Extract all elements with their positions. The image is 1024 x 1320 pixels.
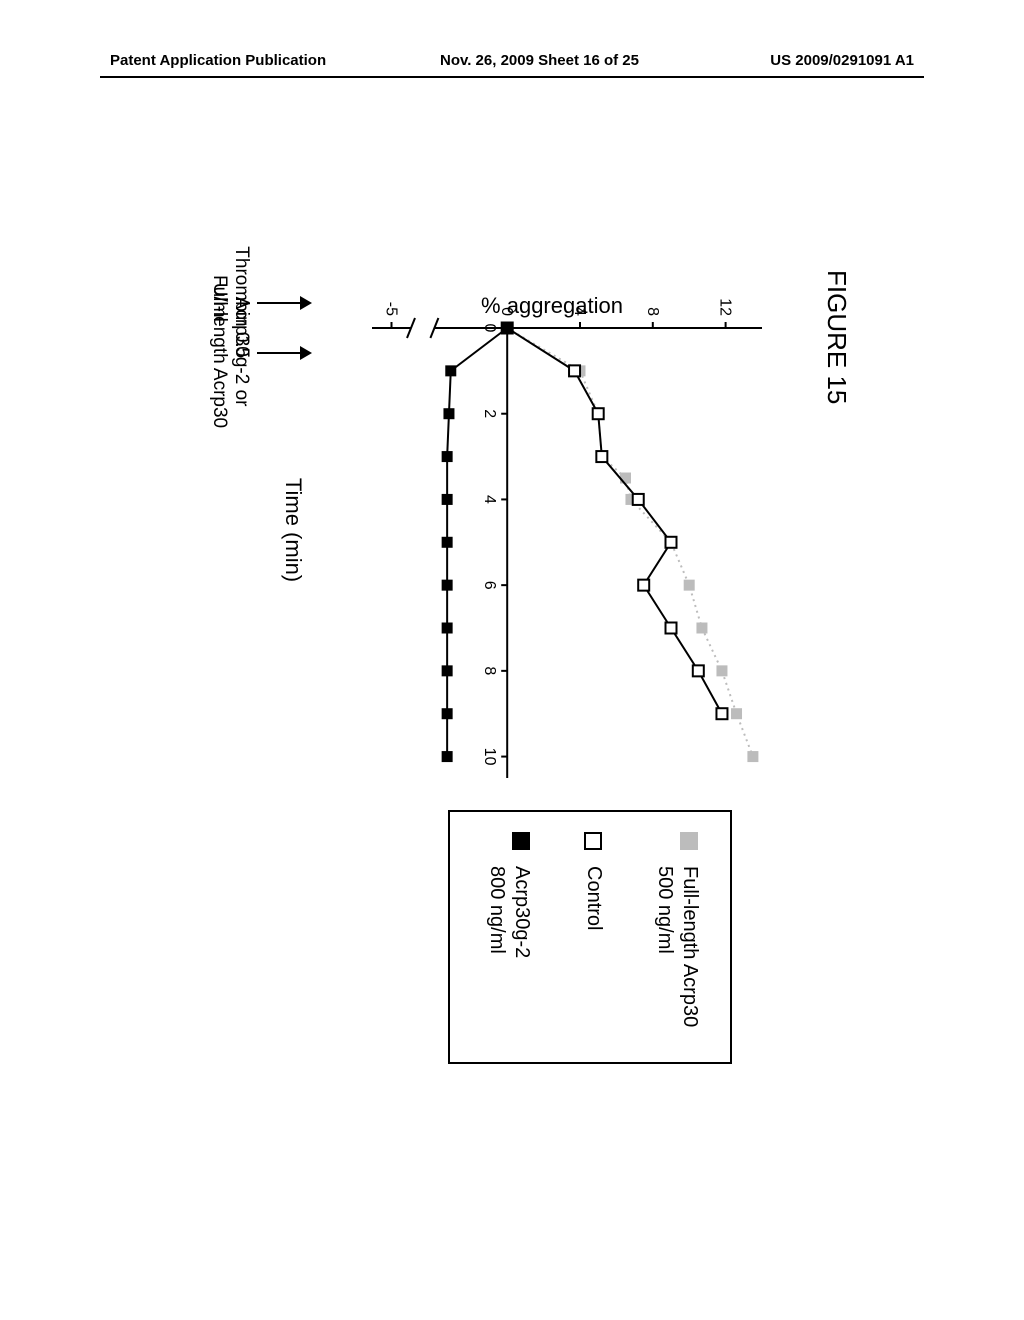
square-marker-icon <box>584 832 602 850</box>
chart-svg: -5048120246810 <box>332 270 772 790</box>
arrow-label: Acrp30g-2 orFull-length Acrp30 <box>208 275 252 428</box>
svg-text:4: 4 <box>481 495 498 504</box>
svg-text:10: 10 <box>481 748 498 766</box>
legend-item: Full-length Acrp30500 ng/ml <box>652 832 702 1027</box>
svg-text:8: 8 <box>481 666 498 675</box>
svg-text:8: 8 <box>644 307 661 316</box>
figure-title: FIGURE 15 <box>821 270 852 404</box>
svg-text:6: 6 <box>481 581 498 590</box>
arrow-icon <box>257 302 302 304</box>
svg-text:-5: -5 <box>383 302 400 316</box>
header-left: Patent Application Publication <box>110 52 326 69</box>
injection-arrows: Thrombin 0.5U/ml Acrp30g-2 orFull-length… <box>142 270 302 790</box>
square-marker-icon <box>512 832 530 850</box>
legend: Full-length Acrp30500 ng/ml Control Acrp… <box>448 810 732 1064</box>
line-chart: -5048120246810 % aggregation Time (min) <box>332 270 772 790</box>
svg-text:12: 12 <box>717 298 734 316</box>
legend-item: Control <box>581 832 606 930</box>
header-rule <box>100 76 924 78</box>
legend-label: Full-length Acrp30500 ng/ml <box>652 866 702 1027</box>
legend-label: Acrp30g-2800 ng/ml <box>484 866 534 958</box>
header-right: US 2009/0291091 A1 <box>770 52 914 69</box>
header-center: Nov. 26, 2009 Sheet 16 of 25 <box>440 52 639 69</box>
arrow-icon <box>257 352 302 354</box>
y-axis-label: % aggregation <box>481 293 623 319</box>
legend-label: Control <box>581 866 606 930</box>
figure-area: FIGURE 15 -5048120246810 % aggregation T… <box>192 210 832 1110</box>
square-marker-icon <box>680 832 698 850</box>
legend-item: Acrp30g-2800 ng/ml <box>484 832 534 958</box>
svg-text:0: 0 <box>481 324 498 333</box>
svg-text:2: 2 <box>481 409 498 418</box>
